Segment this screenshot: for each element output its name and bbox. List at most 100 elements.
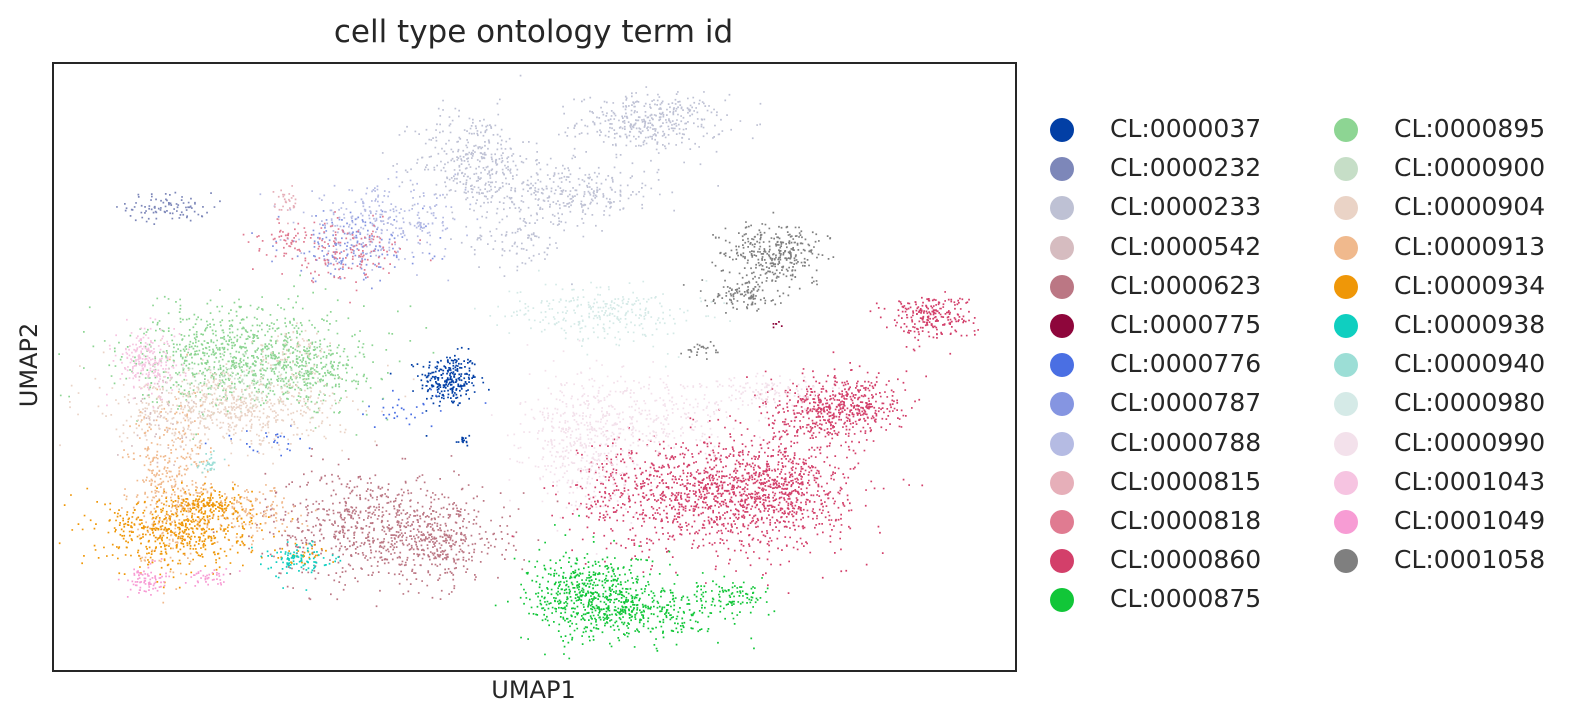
series-CL:0000787 <box>251 202 444 290</box>
legend-marker <box>1050 274 1074 299</box>
cluster-CL:0000938-0 <box>251 540 342 591</box>
legend-label: CL:0000875 <box>1110 584 1262 614</box>
point <box>680 341 719 360</box>
cluster-CL:0000776-1 <box>204 424 311 457</box>
point <box>272 185 297 225</box>
legend-label: CL:0000787 <box>1110 388 1262 418</box>
legend-marker <box>1334 235 1358 260</box>
cluster-CL:0001049-0 <box>117 558 171 598</box>
legend-label: CL:0000788 <box>1110 427 1262 457</box>
cluster-CL:0000037-1 <box>455 434 471 447</box>
cluster-CL:0000233-2 <box>408 153 719 232</box>
point <box>190 450 226 474</box>
legend-label: CL:0001058 <box>1394 545 1546 575</box>
point <box>869 291 979 355</box>
legend-label: CL:0000934 <box>1394 270 1546 300</box>
series-CL:0000875 <box>494 514 776 660</box>
legend-marker <box>1334 353 1358 378</box>
series-CL:0000788 <box>259 171 479 282</box>
legend-marker <box>1050 470 1074 495</box>
point <box>121 353 230 604</box>
cluster-CL:0000233-0 <box>558 86 762 178</box>
series-CL:0000815 <box>272 185 297 225</box>
series-CL:0000938 <box>251 540 342 591</box>
legend-label: CL:0000938 <box>1394 310 1546 339</box>
cluster-CL:0000623-1 <box>333 486 559 594</box>
point <box>333 486 559 594</box>
point <box>682 279 790 314</box>
point <box>186 481 317 547</box>
cluster-CL:0000818-1 <box>247 222 316 252</box>
point <box>508 339 666 555</box>
legend-marker <box>1334 274 1358 299</box>
y-axis-label: UMAP2 <box>15 322 43 408</box>
cluster-CL:0000934-1 <box>165 482 253 524</box>
legend-marker <box>1334 510 1358 534</box>
series-CL:0001049 <box>117 558 241 598</box>
point <box>698 372 840 408</box>
legend-label: CL:0001049 <box>1394 506 1546 535</box>
legend-marker <box>1050 157 1074 182</box>
legend-label: CL:0000990 <box>1394 427 1546 457</box>
point <box>251 202 444 290</box>
cluster-CL:0000775-0 <box>772 321 783 329</box>
cluster-CL:0000232-0 <box>116 191 221 225</box>
point <box>494 514 699 660</box>
legend-label: CL:0000037 <box>1110 114 1262 143</box>
point <box>389 346 490 437</box>
cluster-CL:0000990-2 <box>698 372 840 408</box>
legend-label: CL:0000818 <box>1110 506 1262 535</box>
point <box>204 424 311 457</box>
point <box>702 575 769 616</box>
cluster-CL:0000788-0 <box>259 171 479 282</box>
cluster-CL:0000860-2 <box>764 368 927 442</box>
point <box>474 269 731 368</box>
cluster-CL:0000787-0 <box>251 202 444 290</box>
plot-area <box>52 62 1017 672</box>
legend-marker <box>1334 314 1358 338</box>
series-CL:0000895 <box>58 274 435 440</box>
series-CL:0000940 <box>190 450 226 474</box>
point <box>711 211 835 292</box>
cluster-CL:0000875-0 <box>494 514 699 660</box>
legend-marker <box>1334 196 1358 221</box>
series-CL:0000913 <box>121 353 317 604</box>
series-CL:0000904 <box>59 322 415 465</box>
series-CL:0001043 <box>106 317 190 409</box>
series-CL:0000980 <box>474 269 731 368</box>
series-CL:0001058 <box>680 211 835 360</box>
point <box>184 568 241 587</box>
legend-label: CL:0001043 <box>1394 466 1546 496</box>
cluster-CL:0000860-0 <box>511 408 924 594</box>
chart-title: cell type ontology term id <box>333 14 734 50</box>
legend-label: CL:0000775 <box>1110 310 1262 339</box>
cluster-CL:0000913-0 <box>121 353 230 604</box>
series-CL:0000775 <box>772 321 783 329</box>
point <box>555 427 655 563</box>
legend-marker <box>1050 196 1074 221</box>
legend-marker <box>1334 549 1358 574</box>
series-CL:0000623 <box>212 444 559 608</box>
legend-label: CL:0000900 <box>1394 153 1546 183</box>
cluster-CL:0001058-2 <box>680 341 719 360</box>
cluster-CL:0001043-0 <box>106 317 190 409</box>
cluster-CL:0000940-0 <box>190 450 226 474</box>
cluster-CL:0000860-5 <box>555 427 655 563</box>
legend-marker <box>1334 470 1358 495</box>
legend-label: CL:0000895 <box>1394 114 1546 143</box>
point <box>116 191 221 225</box>
cluster-CL:0000623-0 <box>212 444 525 608</box>
legend-marker <box>1334 157 1358 182</box>
legend-marker <box>1050 314 1074 338</box>
point <box>450 212 585 286</box>
legend-label: CL:0000542 <box>1110 231 1262 261</box>
cluster-CL:0000037-0 <box>389 346 490 437</box>
cluster-CL:0000233-3 <box>450 212 585 286</box>
legend-label: CL:0000904 <box>1394 192 1546 222</box>
cluster-CL:0001049-1 <box>184 568 241 587</box>
point <box>455 434 471 447</box>
legend-label: CL:0000860 <box>1110 545 1262 575</box>
legend-label: CL:0000232 <box>1110 153 1262 183</box>
series-CL:0000037 <box>389 346 490 447</box>
legend-marker <box>1334 392 1358 417</box>
